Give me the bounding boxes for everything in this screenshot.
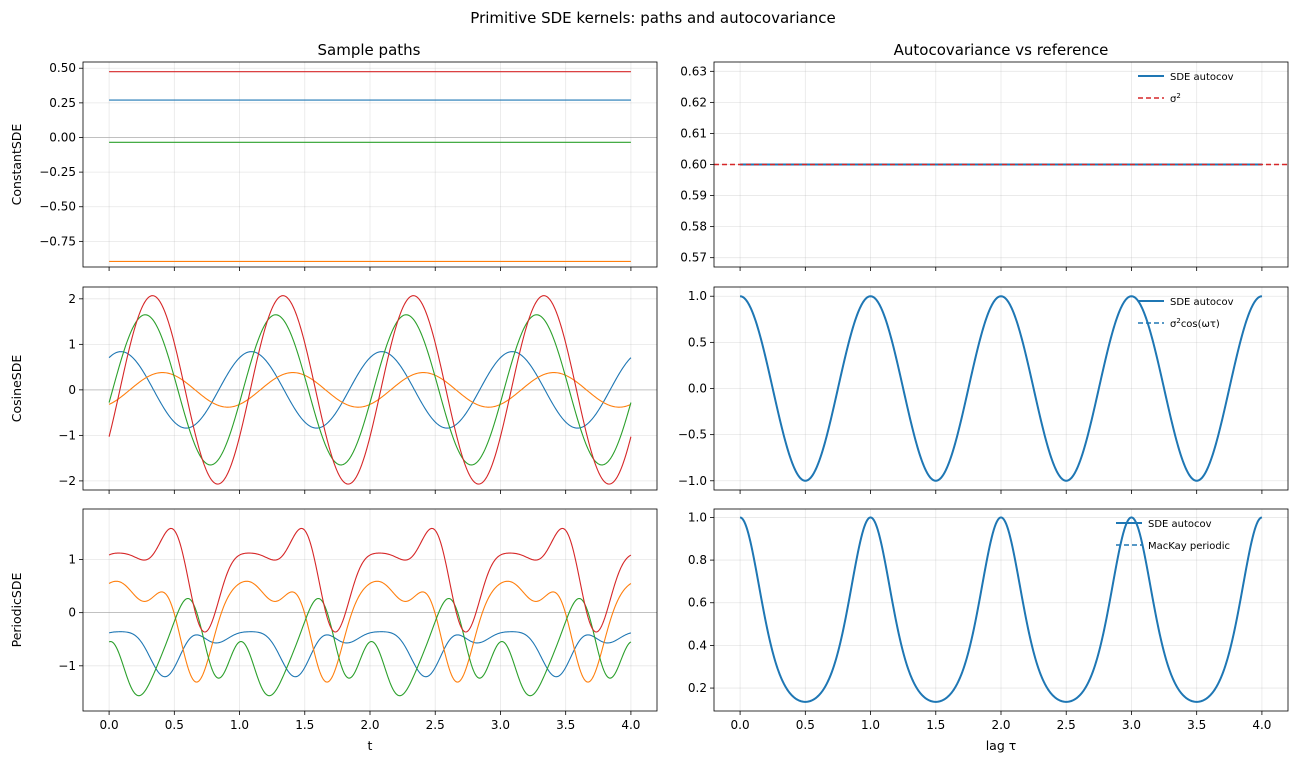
cosine-paths-series-1 (108, 351, 632, 429)
cosine-autocov-panel: −1.0 −0.5 0.0 0.5 1.0 SDE autocov σ2cos(ωτ) (678, 286, 1289, 494)
x-tick-label: 4.0 (621, 718, 640, 732)
x-tick-label: 1.5 (295, 718, 314, 732)
x-tick-label: 1.0 (230, 718, 249, 732)
gridlines (714, 287, 1288, 490)
y-tick-label: 2 (68, 292, 76, 306)
x-tick-label: 3.5 (1187, 718, 1206, 732)
x-tick-label: 3.5 (556, 718, 575, 732)
x-tick-label: 2.0 (360, 718, 379, 732)
legend-label: SDE autocov (1170, 297, 1234, 308)
series-group (108, 527, 632, 697)
right-column-title: Autocovariance vs reference (894, 41, 1109, 59)
x-tick-label: 0.5 (165, 718, 184, 732)
gridlines (83, 62, 657, 267)
legend: SDE autocov MacKay periodic (1116, 519, 1230, 552)
x-tick-label: 1.5 (926, 718, 945, 732)
legend-label: SDE autocov (1148, 519, 1212, 530)
y-tick-label: 0.58 (680, 220, 707, 234)
y-tick-label: 0.60 (680, 158, 707, 172)
legend-label: σ2 (1170, 92, 1181, 105)
x-tick-label: 3.0 (491, 718, 510, 732)
y-tick-label: 0.57 (680, 251, 707, 265)
x-tick-label: 2.5 (426, 718, 445, 732)
gridlines (83, 287, 657, 490)
periodic-paths-series-3 (108, 597, 632, 697)
y-tick-label: 0.6 (688, 596, 707, 610)
series-group (739, 295, 1263, 482)
legend-label: MacKay periodic (1148, 541, 1230, 552)
series-group (108, 295, 632, 485)
x-axis-label: t (368, 738, 373, 753)
x-tick-label: 0.0 (731, 718, 750, 732)
constant-paths-panel: −0.75 −0.50 −0.25 0.00 0.25 0.50 ConstantSDE (9, 61, 658, 271)
periodic-autocov-panel: 0.0 0.5 1.0 1.5 2.0 2.5 3.0 3.5 4.0 0.2 0.4 0.6 0.8 1… (688, 508, 1289, 753)
y-axis-label: CosineSDE (9, 355, 24, 423)
y-tick-label: 0 (68, 606, 76, 620)
y-tick-label: 1.0 (688, 289, 707, 303)
periodic-autocov-reference-curve (739, 516, 1263, 703)
x-tick-label: 0.5 (796, 718, 815, 732)
cosine-paths-series-3 (108, 314, 632, 466)
periodic-paths-series-2 (108, 580, 632, 683)
y-tick-label: 0.50 (49, 61, 76, 75)
x-tick-label: 0.0 (100, 718, 119, 732)
cosine-paths-series-4 (108, 295, 632, 485)
cosine-autocov-reference-curve (740, 295, 1262, 482)
x-tick-label: 1.0 (861, 718, 880, 732)
y-tick-label: 1 (68, 553, 76, 567)
legend: SDE autocov σ2cos(ωτ) (1138, 297, 1234, 330)
y-tick-label: −2 (58, 474, 76, 488)
series-group (739, 516, 1263, 703)
y-tick-label: 1 (68, 337, 76, 351)
series-group (109, 71, 631, 263)
x-tick-label: 2.5 (1057, 718, 1076, 732)
y-tick-label: 0.25 (49, 96, 76, 110)
legend-label: σ2cos(ωτ) (1170, 317, 1220, 330)
gridlines (714, 509, 1288, 711)
constant-autocov-panel: 0.57 0.58 0.59 0.60 0.61 0.62 0.63 SDE autocov σ… (680, 61, 1289, 271)
y-axis-label: ConstantSDE (9, 124, 24, 206)
y-tick-label: 0.62 (680, 95, 707, 109)
y-tick-label: −0.50 (39, 200, 76, 214)
y-tick-label: −0.25 (39, 165, 76, 179)
y-tick-label: −1 (58, 428, 76, 442)
y-tick-label: 0.63 (680, 64, 707, 78)
y-tick-label: 0.2 (688, 681, 707, 695)
left-column-title: Sample paths (318, 41, 421, 59)
x-axis-label: lag τ (986, 738, 1017, 753)
x-tick-label: 4.0 (1252, 718, 1271, 732)
periodic-paths-series-1 (108, 631, 632, 678)
y-axis-label: PeriodicSDE (9, 573, 24, 648)
legend-label: SDE autocov (1170, 72, 1234, 83)
x-tick-label: 2.0 (991, 718, 1010, 732)
y-tick-label: −0.5 (678, 428, 707, 442)
y-tick-label: 0.00 (49, 130, 76, 144)
y-tick-label: 0.59 (680, 189, 707, 203)
y-tick-label: 0.5 (688, 335, 707, 349)
gridlines (83, 509, 657, 711)
periodic-paths-series-4 (108, 527, 632, 633)
y-tick-label: −0.75 (39, 234, 76, 248)
y-tick-label: −1 (58, 659, 76, 673)
figure-title: Primitive SDE kernels: paths and autocov… (470, 9, 835, 27)
y-tick-label: 0.61 (680, 126, 707, 140)
periodic-paths-panel: 0.0 0.5 1.0 1.5 2.0 2.5 3.0 3.5 4.0 −1 0 1 PeriodicS… (9, 508, 658, 753)
cosine-paths-panel: −2 −1 0 1 2 CosineSDE (9, 286, 658, 494)
y-tick-label: −1.0 (678, 474, 707, 488)
y-tick-label: 0 (68, 383, 76, 397)
x-tick-label: 3.0 (1122, 718, 1141, 732)
y-tick-label: 0.4 (688, 638, 707, 652)
y-tick-label: 0.8 (688, 553, 707, 567)
legend: SDE autocov σ2 (1138, 72, 1234, 105)
y-tick-label: 1.0 (688, 510, 707, 524)
y-tick-label: 0.0 (688, 382, 707, 396)
